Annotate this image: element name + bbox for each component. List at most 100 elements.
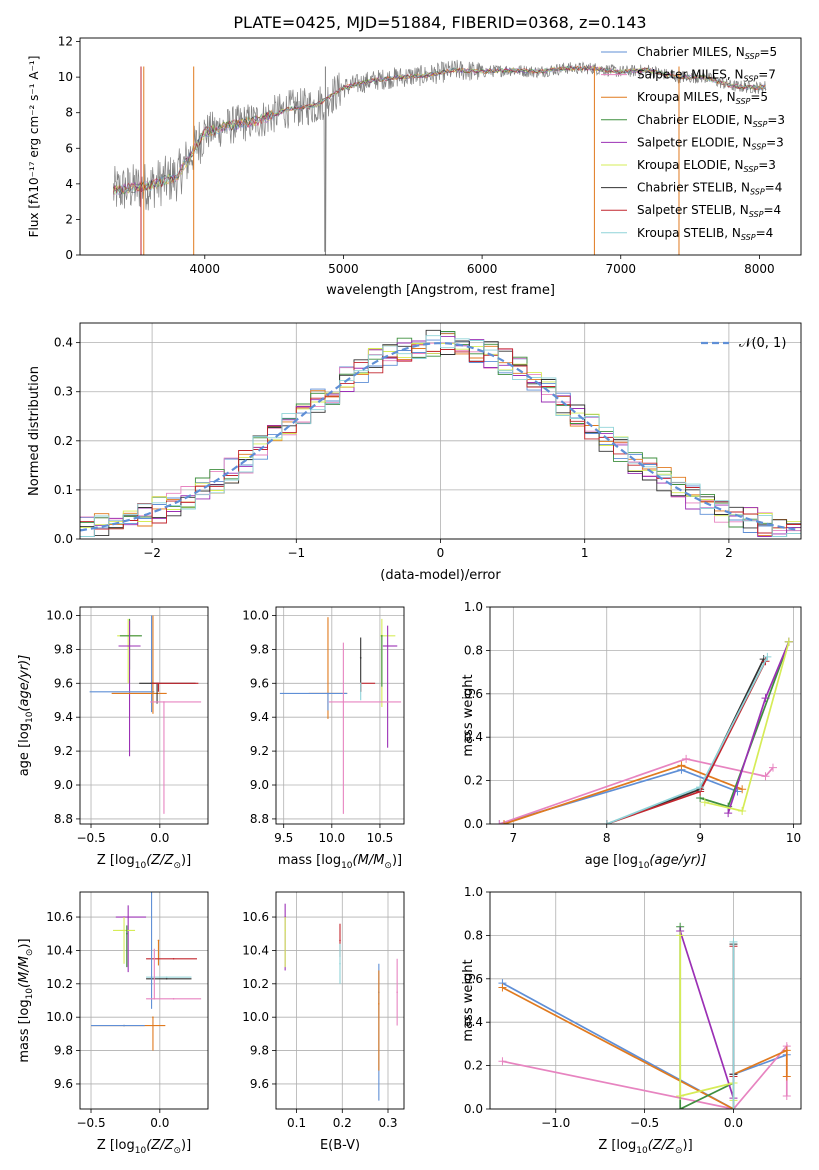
x-tick-label: 6000 <box>467 262 498 276</box>
data-point <box>150 983 153 985</box>
weight-series-line <box>606 660 767 824</box>
y-tick-label: 9.2 <box>250 744 269 758</box>
data-point <box>163 701 165 703</box>
weight-marker <box>498 1057 507 1066</box>
axes-frame <box>79 322 802 540</box>
panels: 4000 5000 6000 7000 8000024681012wavelength … <box>17 35 802 1156</box>
y-tick-label: 1.0 <box>464 600 483 614</box>
weight-series-line <box>499 768 738 824</box>
x-axis-label: Z [log10(Z/Z⊙)] <box>97 1138 191 1156</box>
y-tick-label: 9.4 <box>54 710 73 724</box>
y-axis-label: Normed distribution <box>27 366 42 496</box>
legend-label: Chabrier MILES, NSSP=5 <box>637 45 777 61</box>
x-tick-label: 0.0 <box>150 831 169 845</box>
y-tick-label: 0.8 <box>464 928 483 942</box>
y-tick-label: 6 <box>65 141 73 155</box>
y-tick-label: 9.8 <box>250 1044 269 1058</box>
x-tick-label: 10.0 <box>318 831 345 845</box>
axes-frame <box>79 37 802 256</box>
plot-area <box>80 329 801 537</box>
x-tick-label: 0.2 <box>333 1116 352 1130</box>
y-tick-label: 10.6 <box>242 910 269 924</box>
y-tick-label: 0.4 <box>54 336 73 350</box>
x-axis-label: Z [log10(Z/Z⊙)] <box>598 1138 692 1156</box>
y-tick-label: 9.6 <box>250 676 269 690</box>
plot-area <box>91 892 202 1051</box>
weight-series-line <box>704 641 790 813</box>
legend-label: Chabrier STELIB, NSSP=4 <box>637 181 782 197</box>
weight-marker <box>768 763 777 772</box>
x-tick-label: −0.5 <box>630 1116 659 1130</box>
data-point <box>396 991 398 993</box>
y-tick-label: 10.0 <box>46 608 73 622</box>
weight-marker <box>738 785 747 794</box>
y-tick-label: 9.8 <box>54 642 73 656</box>
y-tick-label: 10.6 <box>46 910 73 924</box>
weight-marker <box>763 652 772 661</box>
x-tick-label: 5000 <box>328 262 359 276</box>
data-point <box>284 929 286 932</box>
y-tick-label: 9.0 <box>54 778 73 792</box>
x-tick-label: 9 <box>696 831 704 845</box>
panel-mass_vs_ebv: 0.1 0.2 0.3 9.6 9.8 10.0 10.2 10.4 10.6 E(B-V) <box>242 891 405 1153</box>
legend-label: Chabrier ELODIE, NSSP=3 <box>637 113 785 129</box>
plot-area <box>498 922 791 1109</box>
weight-marker <box>602 820 611 824</box>
y-tick-label: 8 <box>65 106 73 120</box>
weight-marker <box>495 820 504 824</box>
x-tick-label: 10.5 <box>367 831 394 845</box>
data-point <box>153 998 156 1000</box>
y-axis-label: Flux [fλ10⁻¹⁷ erg cm⁻² s⁻¹ A⁻¹] <box>27 56 41 238</box>
weight-marker <box>782 1091 791 1100</box>
data-point <box>339 962 341 965</box>
model-spectrum-line <box>113 65 766 196</box>
data-point <box>157 939 160 942</box>
data-point <box>342 701 345 703</box>
y-tick-label: 9.8 <box>54 1044 73 1058</box>
data-point <box>359 657 362 659</box>
y-tick-label: 10.2 <box>46 977 73 991</box>
panel-weight_vs_z: −1.0 −0.5 0.0 0.0 0.2 0.4 0.6 0.8 1.0 Z [log10(Z/… <box>461 885 802 1156</box>
weight-series-line <box>499 758 774 824</box>
figure-title: PLATE=0425, MJD=51884, FIBERID=0368, z=0… <box>233 13 646 32</box>
x-tick-label: −1 <box>287 546 305 560</box>
y-tick-label: 9.4 <box>250 710 269 724</box>
y-tick-label: 0.3 <box>54 385 73 399</box>
y-tick-label: 2 <box>65 212 73 226</box>
plot-area <box>89 615 202 814</box>
y-tick-label: 10.4 <box>242 943 269 957</box>
x-tick-label: −1.0 <box>541 1116 570 1130</box>
weight-marker <box>782 1046 791 1055</box>
y-tick-label: 10.2 <box>242 977 269 991</box>
x-axis-label: age [log10(age/yr)] <box>585 853 707 871</box>
y-tick-label: 0.0 <box>464 1102 483 1116</box>
panel-age_vs_mass: 9.5 10.0 10.5 8.8 9.0 9.2 9.4 9.6 9.8 10.0 mass [l… <box>242 606 405 871</box>
y-tick-label: 0.4 <box>464 1015 483 1029</box>
y-tick-label: 12 <box>58 35 73 49</box>
y-tick-label: 4 <box>65 177 73 191</box>
x-axis-label: Z [log10(Z/Z⊙)] <box>97 853 191 871</box>
data-point <box>128 645 131 647</box>
y-tick-label: 10 <box>58 70 73 84</box>
y-axis-label: mass weight <box>461 959 476 1041</box>
weight-series-line <box>606 656 769 824</box>
data-point <box>359 682 362 685</box>
y-tick-label: 0.8 <box>464 643 483 657</box>
x-tick-label: −0.5 <box>76 1116 105 1130</box>
x-tick-label: −0.5 <box>76 831 105 845</box>
x-axis-label: wavelength [Angstrom, rest frame] <box>326 283 555 298</box>
observed-spectrum-line <box>112 59 767 252</box>
y-tick-label: 0.2 <box>54 434 73 448</box>
y-tick-label: 0.1 <box>54 483 73 497</box>
y-axis-label: mass [log10(M/M⊙)] <box>17 938 35 1062</box>
weight-series-line <box>606 658 765 824</box>
y-tick-label: 9.6 <box>54 676 73 690</box>
y-axis-label: age [log10(age/yr)] <box>17 655 35 777</box>
legend-label: 𝒩(0, 1) <box>739 336 786 351</box>
data-point <box>157 682 160 685</box>
weight-marker <box>676 1105 685 1109</box>
plot-area <box>112 59 767 255</box>
data-point <box>327 692 329 695</box>
plot-area <box>284 903 398 1101</box>
weight-marker <box>784 637 793 646</box>
